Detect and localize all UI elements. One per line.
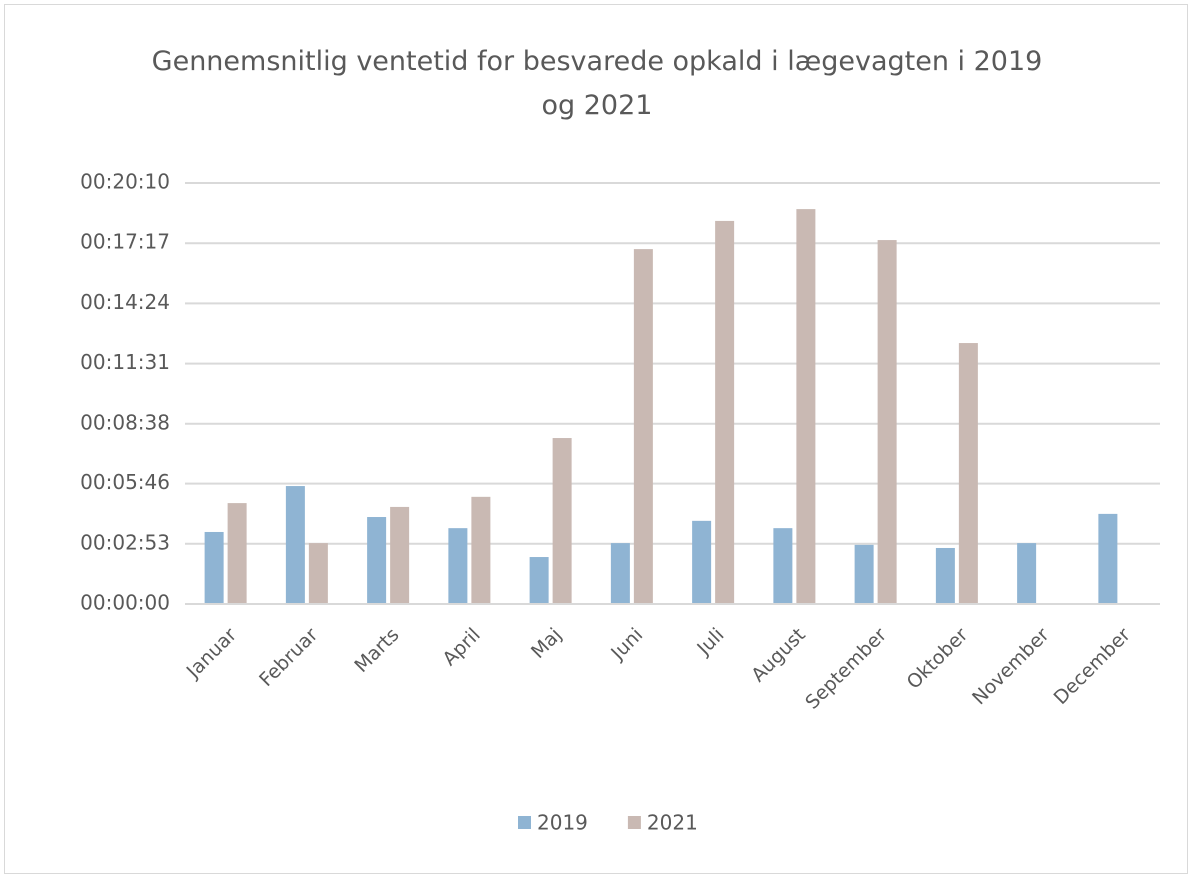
y-tick-label: 00:14:24 (80, 290, 170, 314)
bar (715, 220, 735, 604)
x-tick-label: April (439, 624, 485, 670)
bar (204, 531, 224, 604)
bar (692, 520, 712, 604)
bar (958, 343, 978, 604)
x-tick-label: Maj (527, 624, 566, 663)
y-tick-label: 00:00:00 (80, 591, 170, 615)
y-tick-label: 00:20:10 (80, 170, 170, 194)
x-tick-label: November (968, 624, 1054, 710)
x-tick-label: Januar (182, 624, 241, 683)
bar (227, 503, 247, 604)
bar (308, 543, 328, 604)
x-tick-label: Februar (255, 624, 322, 691)
y-tick-label: 00:17:17 (80, 230, 170, 254)
x-tick-label: December (1050, 624, 1135, 709)
legend-label: 2019 (537, 811, 588, 835)
legend-label: 2021 (647, 811, 698, 835)
bar (773, 528, 793, 604)
bar (471, 496, 491, 604)
bar (552, 438, 572, 604)
y-tick-label: 00:02:53 (80, 530, 170, 554)
x-tick-label: Juli (692, 624, 728, 660)
bar (935, 547, 955, 604)
bar (854, 544, 874, 604)
bar (1098, 513, 1118, 604)
y-tick-label: 00:05:46 (80, 470, 170, 494)
bar (610, 543, 630, 604)
bar (877, 240, 897, 604)
chart-title: Gennemsnitlig ventetid for besvarede opk… (151, 46, 1043, 121)
legend-swatch (627, 816, 641, 829)
bar (285, 486, 305, 604)
bar (390, 506, 410, 604)
legend-swatch (518, 816, 531, 829)
chart-frame (4, 4, 1188, 874)
bar (633, 249, 653, 605)
x-tick-label: Oktober (903, 624, 973, 694)
x-tick-label: August (747, 624, 810, 687)
bar (448, 528, 468, 604)
bar (529, 557, 549, 604)
x-tick-label: Marts (350, 624, 403, 677)
x-tick-label: Juni (606, 624, 647, 665)
bar (367, 517, 387, 604)
bar (1017, 543, 1037, 604)
bar (796, 209, 816, 605)
x-tick-label: September (801, 624, 891, 714)
y-tick-label: 00:11:31 (80, 350, 170, 374)
y-tick-label: 00:08:38 (80, 410, 170, 434)
